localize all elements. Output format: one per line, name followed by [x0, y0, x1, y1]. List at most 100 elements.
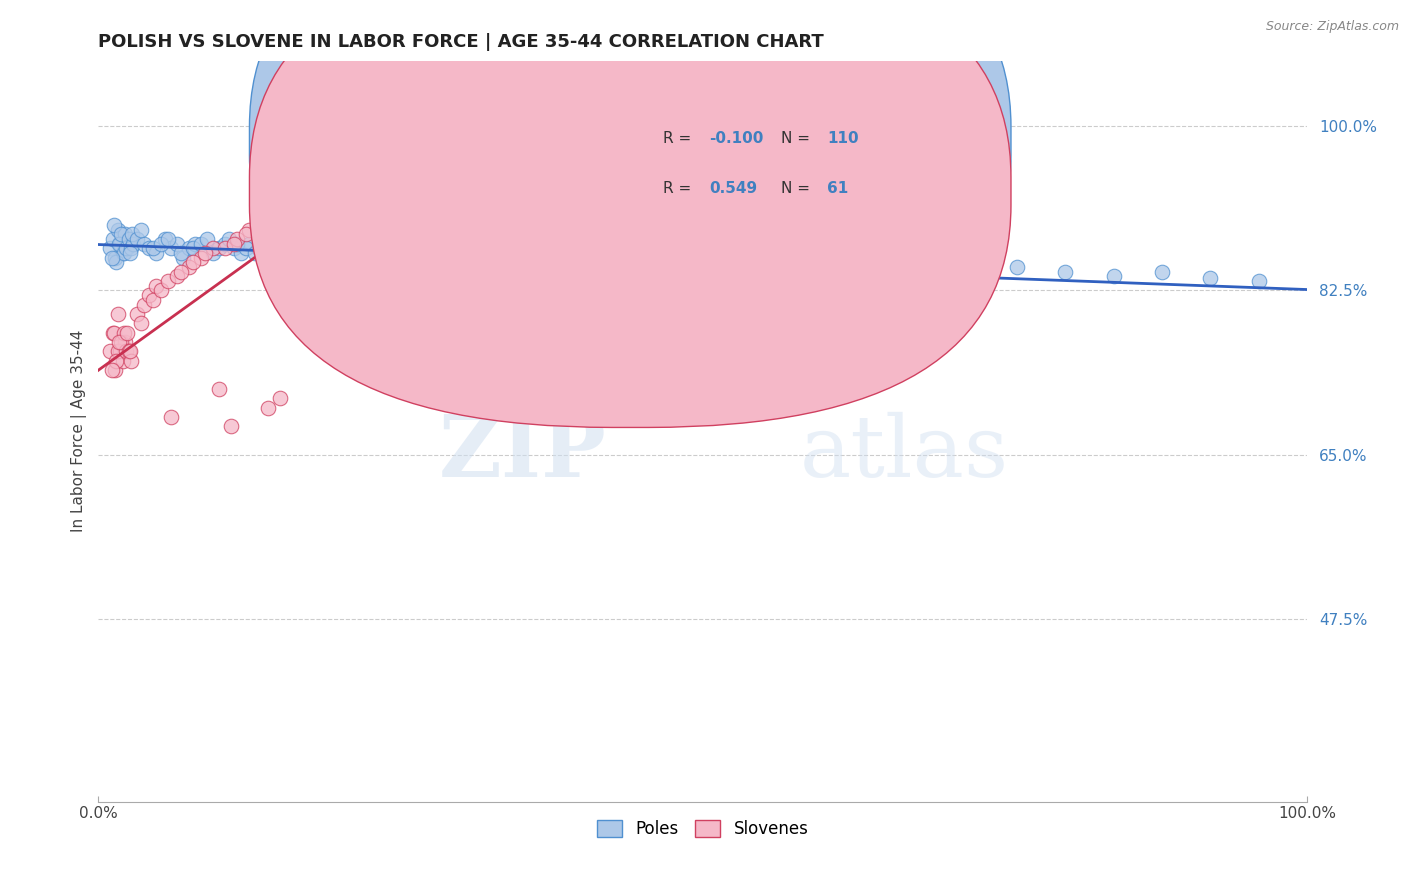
Point	[323, 157, 346, 171]
Point	[534, 255, 557, 269]
Point	[359, 241, 381, 255]
Point	[115, 241, 138, 255]
Point	[184, 236, 207, 251]
Point	[377, 128, 399, 143]
Point	[419, 241, 441, 255]
Text: 110: 110	[827, 131, 859, 146]
Point	[287, 241, 309, 255]
Point	[366, 138, 388, 153]
Point	[138, 288, 160, 302]
Point	[679, 255, 702, 269]
Point	[263, 203, 285, 218]
Point	[125, 307, 148, 321]
Point	[117, 241, 139, 255]
Point	[114, 334, 136, 349]
Point	[108, 236, 131, 251]
Point	[254, 236, 277, 251]
Point	[142, 241, 165, 255]
Point	[607, 251, 630, 265]
Point	[292, 241, 315, 255]
Point	[335, 147, 357, 161]
FancyBboxPatch shape	[249, 0, 1011, 427]
Point	[413, 128, 436, 143]
Point	[235, 227, 257, 242]
Point	[129, 222, 152, 236]
Point	[256, 401, 278, 415]
Point	[752, 255, 775, 269]
Point	[366, 246, 388, 260]
Point	[263, 246, 285, 260]
Point	[181, 241, 204, 255]
Point	[177, 260, 200, 274]
Point	[138, 241, 160, 255]
Text: Source: ZipAtlas.com: Source: ZipAtlas.com	[1265, 20, 1399, 33]
Point	[142, 293, 165, 307]
Point	[716, 260, 738, 274]
Point	[813, 260, 835, 274]
Point	[582, 246, 605, 260]
Point	[461, 236, 484, 251]
Text: -0.100: -0.100	[709, 131, 763, 146]
Point	[145, 246, 167, 260]
Point	[395, 120, 418, 134]
Point	[100, 363, 122, 377]
Point	[226, 236, 249, 251]
Point	[190, 236, 212, 251]
Point	[108, 236, 131, 251]
Point	[298, 176, 321, 190]
Point	[208, 241, 231, 255]
Point	[150, 236, 173, 251]
Point	[169, 265, 191, 279]
Point	[190, 251, 212, 265]
Point	[111, 246, 134, 260]
Point	[111, 354, 134, 368]
Point	[269, 392, 291, 406]
Point	[311, 236, 333, 251]
Point	[246, 241, 269, 255]
Point	[208, 382, 231, 396]
Text: N =: N =	[782, 131, 815, 146]
Point	[274, 241, 297, 255]
Legend: Poles, Slovenes: Poles, Slovenes	[591, 814, 815, 845]
Point	[426, 120, 449, 134]
Point	[105, 354, 128, 368]
Point	[117, 232, 139, 246]
Point	[153, 232, 176, 246]
Point	[266, 236, 288, 251]
Point	[110, 227, 132, 242]
Point	[1152, 265, 1174, 279]
Point	[271, 241, 294, 255]
Text: 0.549: 0.549	[709, 181, 756, 196]
Point	[298, 236, 321, 251]
Point	[655, 251, 678, 265]
Point	[222, 236, 245, 251]
Point	[637, 260, 659, 274]
Point	[408, 138, 430, 153]
Point	[114, 227, 136, 242]
Point	[145, 278, 167, 293]
Point	[395, 246, 418, 260]
Point	[100, 241, 122, 255]
Point	[160, 241, 183, 255]
Point	[134, 297, 156, 311]
Point	[105, 255, 128, 269]
Point	[121, 227, 143, 242]
Point	[125, 232, 148, 246]
Point	[117, 326, 139, 340]
Point	[100, 251, 122, 265]
Point	[118, 344, 141, 359]
Text: atlas: atlas	[800, 412, 1008, 495]
Point	[117, 344, 139, 359]
Point	[957, 265, 980, 279]
Point	[340, 236, 363, 251]
Point	[335, 246, 357, 260]
Point	[510, 241, 533, 255]
Point	[108, 334, 131, 349]
Point	[278, 190, 301, 204]
Point	[1005, 260, 1028, 274]
Point	[1102, 269, 1125, 284]
Point	[112, 326, 135, 340]
Point	[311, 166, 333, 180]
Point	[474, 251, 496, 265]
Point	[437, 246, 460, 260]
